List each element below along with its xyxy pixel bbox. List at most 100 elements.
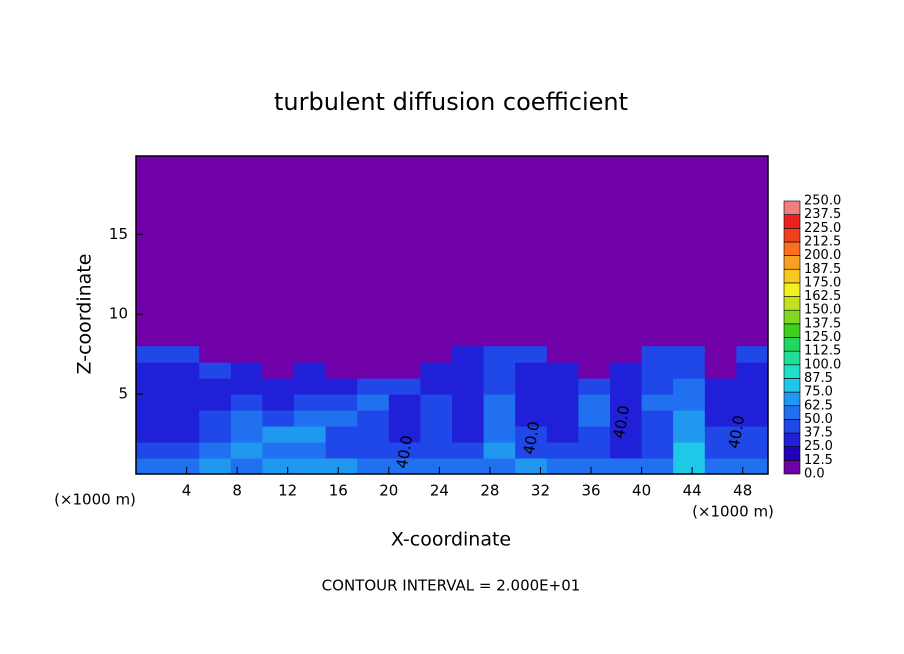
- field-cell: [673, 394, 706, 411]
- colorbar-swatch: [783, 241, 801, 256]
- field-cell: [420, 362, 453, 379]
- field-cell: [736, 378, 769, 395]
- field-cell: [704, 394, 737, 411]
- field-cell: [262, 378, 295, 395]
- field-cell: [578, 410, 611, 427]
- colorbar-label: 162.5: [804, 289, 841, 304]
- field-cell: [546, 362, 579, 379]
- field-cell: [420, 394, 453, 411]
- field-cell: [578, 442, 611, 459]
- y-tick-label: 15: [109, 225, 128, 243]
- field-cell: [483, 410, 516, 427]
- colorbar-swatch: [783, 255, 801, 270]
- field-cell: [167, 378, 200, 395]
- field-cell: [546, 458, 579, 475]
- x-unit-label: (×1000 m): [54, 491, 136, 509]
- colorbar-label: 37.5: [804, 426, 833, 441]
- field-cell: [641, 442, 674, 459]
- field-cell: [641, 458, 674, 475]
- field-cell: [483, 458, 516, 475]
- field-cell: [325, 346, 358, 363]
- field-cell: [641, 362, 674, 379]
- field-cell: [673, 426, 706, 443]
- field-cell: [610, 426, 643, 443]
- x-tick-label: 4: [182, 482, 192, 500]
- colorbar-label: 50.0: [804, 412, 833, 427]
- field-cell: [325, 442, 358, 459]
- field-cell: [515, 378, 548, 395]
- field-cell: [294, 410, 327, 427]
- field-cell: [673, 442, 706, 459]
- field-cell: [578, 426, 611, 443]
- field-cell: [483, 346, 516, 363]
- field-cell: [230, 410, 263, 427]
- field-cell: [230, 346, 263, 363]
- field-cell: [610, 362, 643, 379]
- field-cell: [546, 442, 579, 459]
- field-cell: [199, 346, 232, 363]
- field-cell: [167, 346, 200, 363]
- field-cell: [167, 426, 200, 443]
- field-cell: [452, 442, 485, 459]
- field-cell: [736, 442, 769, 459]
- colorbar-label: 12.5: [804, 453, 833, 468]
- field-cell: [610, 458, 643, 475]
- field-cell: [357, 362, 390, 379]
- colorbar-swatch: [783, 350, 801, 366]
- field-cell: [325, 394, 358, 411]
- field-cell: [452, 346, 485, 363]
- colorbar-swatch: [783, 378, 801, 393]
- field-cell: [136, 458, 169, 475]
- field-cell: [230, 394, 263, 411]
- x-axis-label: X-coordinate: [391, 529, 511, 551]
- field-cell: [199, 426, 232, 443]
- field-cell: [641, 378, 674, 395]
- field-cell: [736, 346, 769, 363]
- field-cell: [420, 346, 453, 363]
- field-cell: [136, 346, 169, 363]
- colorbar-label: 87.5: [804, 371, 833, 386]
- field-cell: [515, 442, 548, 459]
- field-cell: [483, 442, 516, 459]
- field-cell: [294, 362, 327, 379]
- field-cell: [610, 346, 643, 363]
- field-cell: [704, 362, 737, 379]
- field-cell: [230, 426, 263, 443]
- x-tick-label: 28: [480, 482, 499, 500]
- field-cell: [610, 442, 643, 459]
- field-cell: [357, 346, 390, 363]
- field-cell: [262, 426, 295, 443]
- field-cell: [199, 458, 232, 475]
- field-cell: [483, 394, 516, 411]
- colorbar-swatch: [783, 309, 801, 325]
- field-cell: [704, 410, 737, 427]
- x-unit-label: (×1000 m): [692, 503, 774, 521]
- field-cell: [452, 458, 485, 475]
- field-cell: [673, 458, 706, 475]
- colorbar-swatch: [783, 200, 801, 215]
- colorbar-label: 0.0: [804, 467, 825, 482]
- colorbar-swatch: [783, 446, 801, 461]
- field-cell: [736, 362, 769, 379]
- field-cell: [388, 458, 421, 475]
- field-cell: [294, 458, 327, 475]
- field-cell: [230, 362, 263, 379]
- colorbar-label: 250.0: [804, 194, 841, 209]
- field-cell: [515, 362, 548, 379]
- y-tick-label: 5: [118, 385, 128, 403]
- colorbar-swatch: [783, 337, 801, 352]
- field-cell: [610, 410, 643, 427]
- field-cell: [294, 378, 327, 395]
- x-tick-label: 8: [232, 482, 242, 500]
- field-cell: [452, 378, 485, 395]
- field-cell: [578, 394, 611, 411]
- plot-frame: [135, 155, 769, 475]
- x-tick-label: 16: [329, 482, 348, 500]
- field-cell: [704, 426, 737, 443]
- contour-label: 40.0: [610, 404, 634, 440]
- field-cell: [388, 346, 421, 363]
- y-axis-label: Z-coordinate: [74, 254, 96, 375]
- field-cell: [357, 410, 390, 427]
- field-cell: [704, 378, 737, 395]
- field-cell: [325, 410, 358, 427]
